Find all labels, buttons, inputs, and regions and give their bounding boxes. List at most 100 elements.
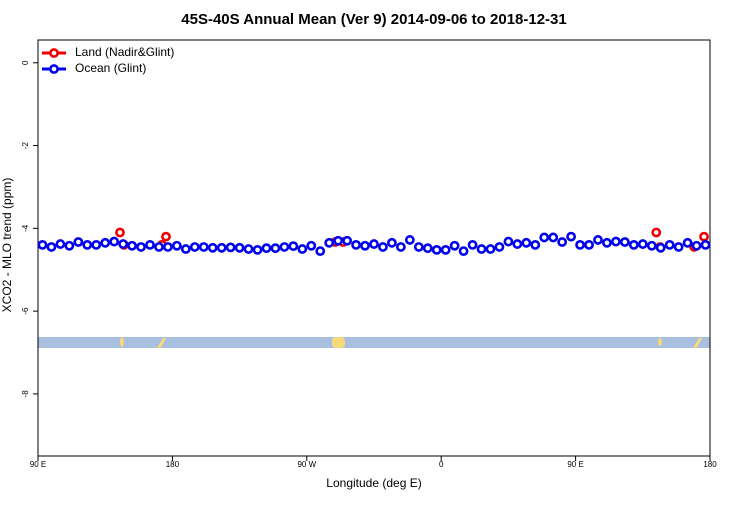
point	[234, 242, 245, 253]
point	[145, 239, 155, 250]
point	[584, 239, 594, 250]
land-blob	[658, 338, 662, 346]
land-blob	[157, 338, 166, 348]
point	[279, 242, 290, 252]
point	[467, 239, 478, 250]
point	[161, 231, 171, 242]
x-tick-label: 90 E	[567, 460, 583, 469]
point	[171, 240, 182, 251]
point	[646, 240, 657, 251]
point	[619, 237, 630, 247]
point	[539, 232, 550, 243]
point	[288, 241, 299, 252]
point	[243, 244, 254, 254]
point	[46, 242, 57, 252]
point	[651, 227, 662, 238]
point	[261, 243, 272, 254]
y-axis-label: XCO2 - MLO trend (ppm)	[0, 178, 14, 313]
point	[637, 239, 648, 249]
point	[593, 235, 603, 245]
point	[82, 239, 93, 250]
point	[700, 239, 711, 250]
point	[422, 243, 433, 254]
point	[207, 242, 218, 253]
y-tick-label: 0	[21, 60, 30, 65]
point	[548, 232, 559, 243]
plot-frame	[37, 39, 711, 457]
point	[198, 242, 209, 252]
point	[55, 239, 66, 249]
point	[699, 231, 709, 242]
point	[64, 240, 75, 251]
point	[378, 242, 388, 252]
mask-bar	[38, 337, 710, 348]
point	[682, 237, 693, 248]
point	[216, 242, 227, 253]
point	[691, 240, 702, 251]
point	[530, 239, 541, 250]
point	[575, 239, 585, 250]
point	[369, 239, 379, 249]
y-tick-label: -4	[21, 224, 30, 232]
legend-marker	[49, 48, 59, 58]
point	[37, 239, 48, 250]
legend-label: Ocean (Glint)	[75, 61, 146, 75]
x-tick-label: 90 E	[30, 460, 46, 469]
point	[73, 237, 84, 247]
point	[127, 240, 137, 251]
point	[342, 235, 353, 246]
point	[154, 242, 164, 252]
x-tick-label: 0	[439, 460, 444, 469]
point	[270, 243, 281, 254]
land-mask	[38, 337, 710, 348]
point	[395, 242, 406, 252]
point	[297, 244, 308, 254]
point	[387, 237, 397, 248]
point	[494, 242, 505, 252]
y-tick-label: -2	[21, 141, 30, 149]
land-blob	[693, 338, 702, 348]
point	[315, 246, 326, 257]
x-tick-label: 180	[166, 460, 180, 469]
point	[91, 239, 102, 250]
point	[512, 239, 523, 249]
point	[566, 231, 577, 242]
point	[115, 227, 125, 238]
point	[189, 242, 200, 252]
point	[404, 235, 415, 245]
point	[655, 242, 666, 253]
land-blob	[120, 337, 124, 347]
point	[306, 240, 317, 251]
legend-marker	[49, 64, 59, 74]
point	[225, 242, 236, 253]
point	[449, 240, 460, 251]
point	[664, 239, 675, 250]
point	[557, 237, 568, 247]
y-tick-label: -8	[21, 390, 30, 398]
point	[360, 240, 370, 251]
point	[180, 244, 191, 254]
point	[485, 244, 496, 254]
legend-label: Land (Nadir&Glint)	[75, 45, 174, 59]
point	[521, 237, 532, 248]
chart-title: 45S-40S Annual Mean (Ver 9) 2014-09-06 t…	[181, 11, 566, 28]
point	[252, 244, 263, 255]
point	[673, 242, 684, 252]
point	[109, 236, 120, 247]
x-tick-label: 180	[703, 460, 717, 469]
point	[136, 242, 146, 252]
point	[413, 242, 424, 252]
point	[100, 237, 111, 248]
point	[476, 244, 487, 254]
x-tick-label: 90 W	[297, 460, 316, 469]
x-axis-label: Longitude (deg E)	[326, 476, 421, 490]
point	[351, 239, 361, 250]
y-tick-label: -6	[21, 307, 30, 315]
point	[602, 237, 612, 248]
point	[440, 244, 451, 255]
point	[163, 242, 173, 252]
point	[118, 239, 129, 249]
point	[458, 246, 469, 257]
land-blob	[332, 337, 345, 348]
